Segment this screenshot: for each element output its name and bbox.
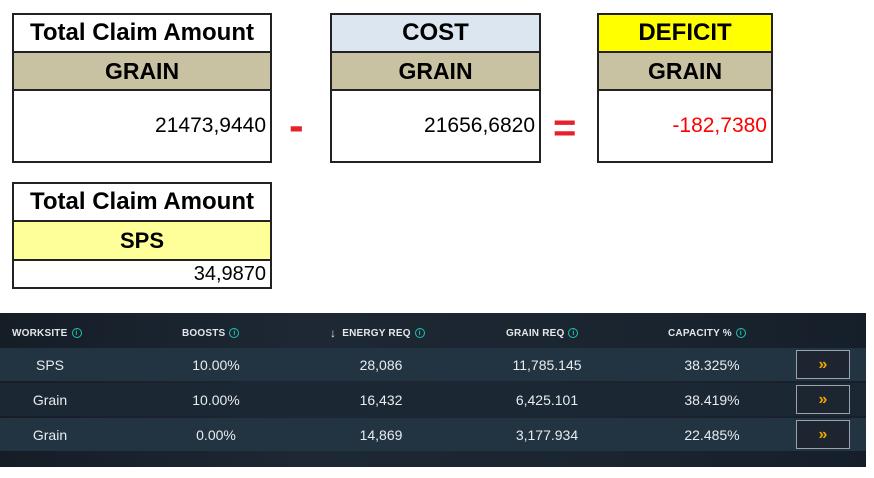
cost-value: 21656,6820 xyxy=(424,114,535,137)
cost-title: COST xyxy=(332,15,539,53)
header-capacity-label: CAPACITY % xyxy=(668,327,732,339)
minus-operator: - xyxy=(289,101,304,150)
cost-subtitle: GRAIN xyxy=(332,53,539,91)
header-boosts[interactable]: BOOSTS i xyxy=(182,326,240,340)
info-icon[interactable]: i xyxy=(735,328,746,338)
cost-grain-box: COST GRAIN 21656,6820 xyxy=(330,13,541,163)
cell-capacity: 38.419% xyxy=(684,391,740,408)
deficit-value: -182,7380 xyxy=(672,114,767,137)
cell-boosts: 0.00% xyxy=(196,426,236,443)
sort-down-icon: ↓ xyxy=(330,326,337,340)
row-action-button[interactable]: » xyxy=(796,385,850,414)
header-boosts-label: BOOSTS xyxy=(182,327,226,339)
cell-worksite: Grain xyxy=(32,391,68,408)
cell-capacity: 22.485% xyxy=(684,426,740,443)
deficit-grain-box: DEFICIT GRAIN -182,7380 xyxy=(597,13,773,163)
chevron-right-icon: » xyxy=(818,425,828,443)
chevron-right-icon: » xyxy=(818,355,828,373)
header-worksite[interactable]: WORKSITE i xyxy=(12,326,82,340)
info-icon[interactable]: i xyxy=(229,328,240,338)
table-row: Grain 10.00% 16,432 6,425.101 38.419% » xyxy=(0,383,866,416)
cell-grain: 11,785.145 xyxy=(512,356,582,373)
cell-worksite: Grain xyxy=(32,426,68,443)
table-row: Grain 0.00% 14,869 3,177.934 22.485% » xyxy=(0,418,866,451)
claim-grain-box: Total Claim Amount GRAIN 21473,9440 xyxy=(12,13,272,163)
header-energy-label: ENERGY REQ xyxy=(342,327,411,339)
deficit-subtitle: GRAIN xyxy=(599,53,771,91)
claim-sps-title: Total Claim Amount xyxy=(14,184,270,222)
header-worksite-label: WORKSITE xyxy=(12,327,68,339)
claim-sps-value: 34,9870 xyxy=(193,262,266,285)
claim-grain-subtitle: GRAIN xyxy=(14,53,270,91)
table-row: SPS 10.00% 28,086 11,785.145 38.325% » xyxy=(0,348,866,381)
worksite-table: WORKSITE i BOOSTS i ↓ ENERGY REQ i GRAIN… xyxy=(0,313,866,467)
header-grain-req[interactable]: GRAIN REQ i xyxy=(506,326,579,340)
equals-operator: = xyxy=(553,106,577,150)
cell-worksite: SPS xyxy=(35,356,64,373)
cell-energy: 28,086 xyxy=(359,356,403,373)
info-icon[interactable]: i xyxy=(568,328,579,338)
row-action-button[interactable]: » xyxy=(796,350,850,379)
header-capacity[interactable]: CAPACITY % i xyxy=(668,326,746,340)
claim-grain-title: Total Claim Amount xyxy=(14,15,270,53)
chevron-right-icon: » xyxy=(818,390,828,408)
deficit-title: DEFICIT xyxy=(599,15,771,53)
cell-grain: 3,177.934 xyxy=(515,426,579,443)
claim-sps-subtitle: SPS xyxy=(14,222,270,261)
cell-capacity: 38.325% xyxy=(684,356,740,373)
row-action-button[interactable]: » xyxy=(796,420,850,449)
info-icon[interactable]: i xyxy=(414,328,425,338)
claim-sps-box: Total Claim Amount SPS 34,9870 xyxy=(12,182,272,289)
claim-grain-value: 21473,9440 xyxy=(155,114,266,137)
info-icon[interactable]: i xyxy=(71,328,82,338)
cell-energy: 14,869 xyxy=(359,426,403,443)
header-energy-req[interactable]: ↓ ENERGY REQ i xyxy=(330,326,425,340)
cell-boosts: 10.00% xyxy=(192,391,240,408)
cell-boosts: 10.00% xyxy=(192,356,240,373)
header-grain-label: GRAIN REQ xyxy=(506,327,565,339)
cell-grain: 6,425.101 xyxy=(515,391,579,408)
cell-energy: 16,432 xyxy=(359,391,403,408)
